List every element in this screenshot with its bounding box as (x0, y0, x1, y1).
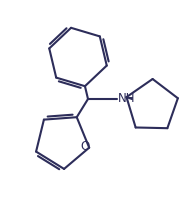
Text: NH: NH (118, 93, 136, 106)
Text: O: O (81, 140, 90, 153)
